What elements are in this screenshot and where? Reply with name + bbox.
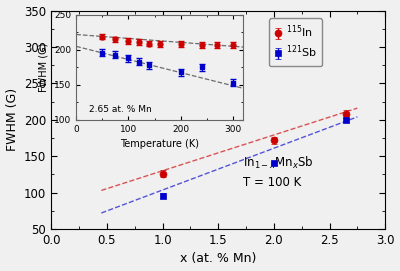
- Text: T = 100 K: T = 100 K: [243, 176, 301, 189]
- Y-axis label: FWHM (G): FWHM (G): [6, 88, 18, 151]
- Legend: $^{115}$In, $^{121}$Sb: $^{115}$In, $^{121}$Sb: [269, 18, 322, 66]
- X-axis label: x (at. % Mn): x (at. % Mn): [180, 253, 256, 265]
- Text: In$_{1-x}$Mn$_x$Sb: In$_{1-x}$Mn$_x$Sb: [243, 155, 314, 171]
